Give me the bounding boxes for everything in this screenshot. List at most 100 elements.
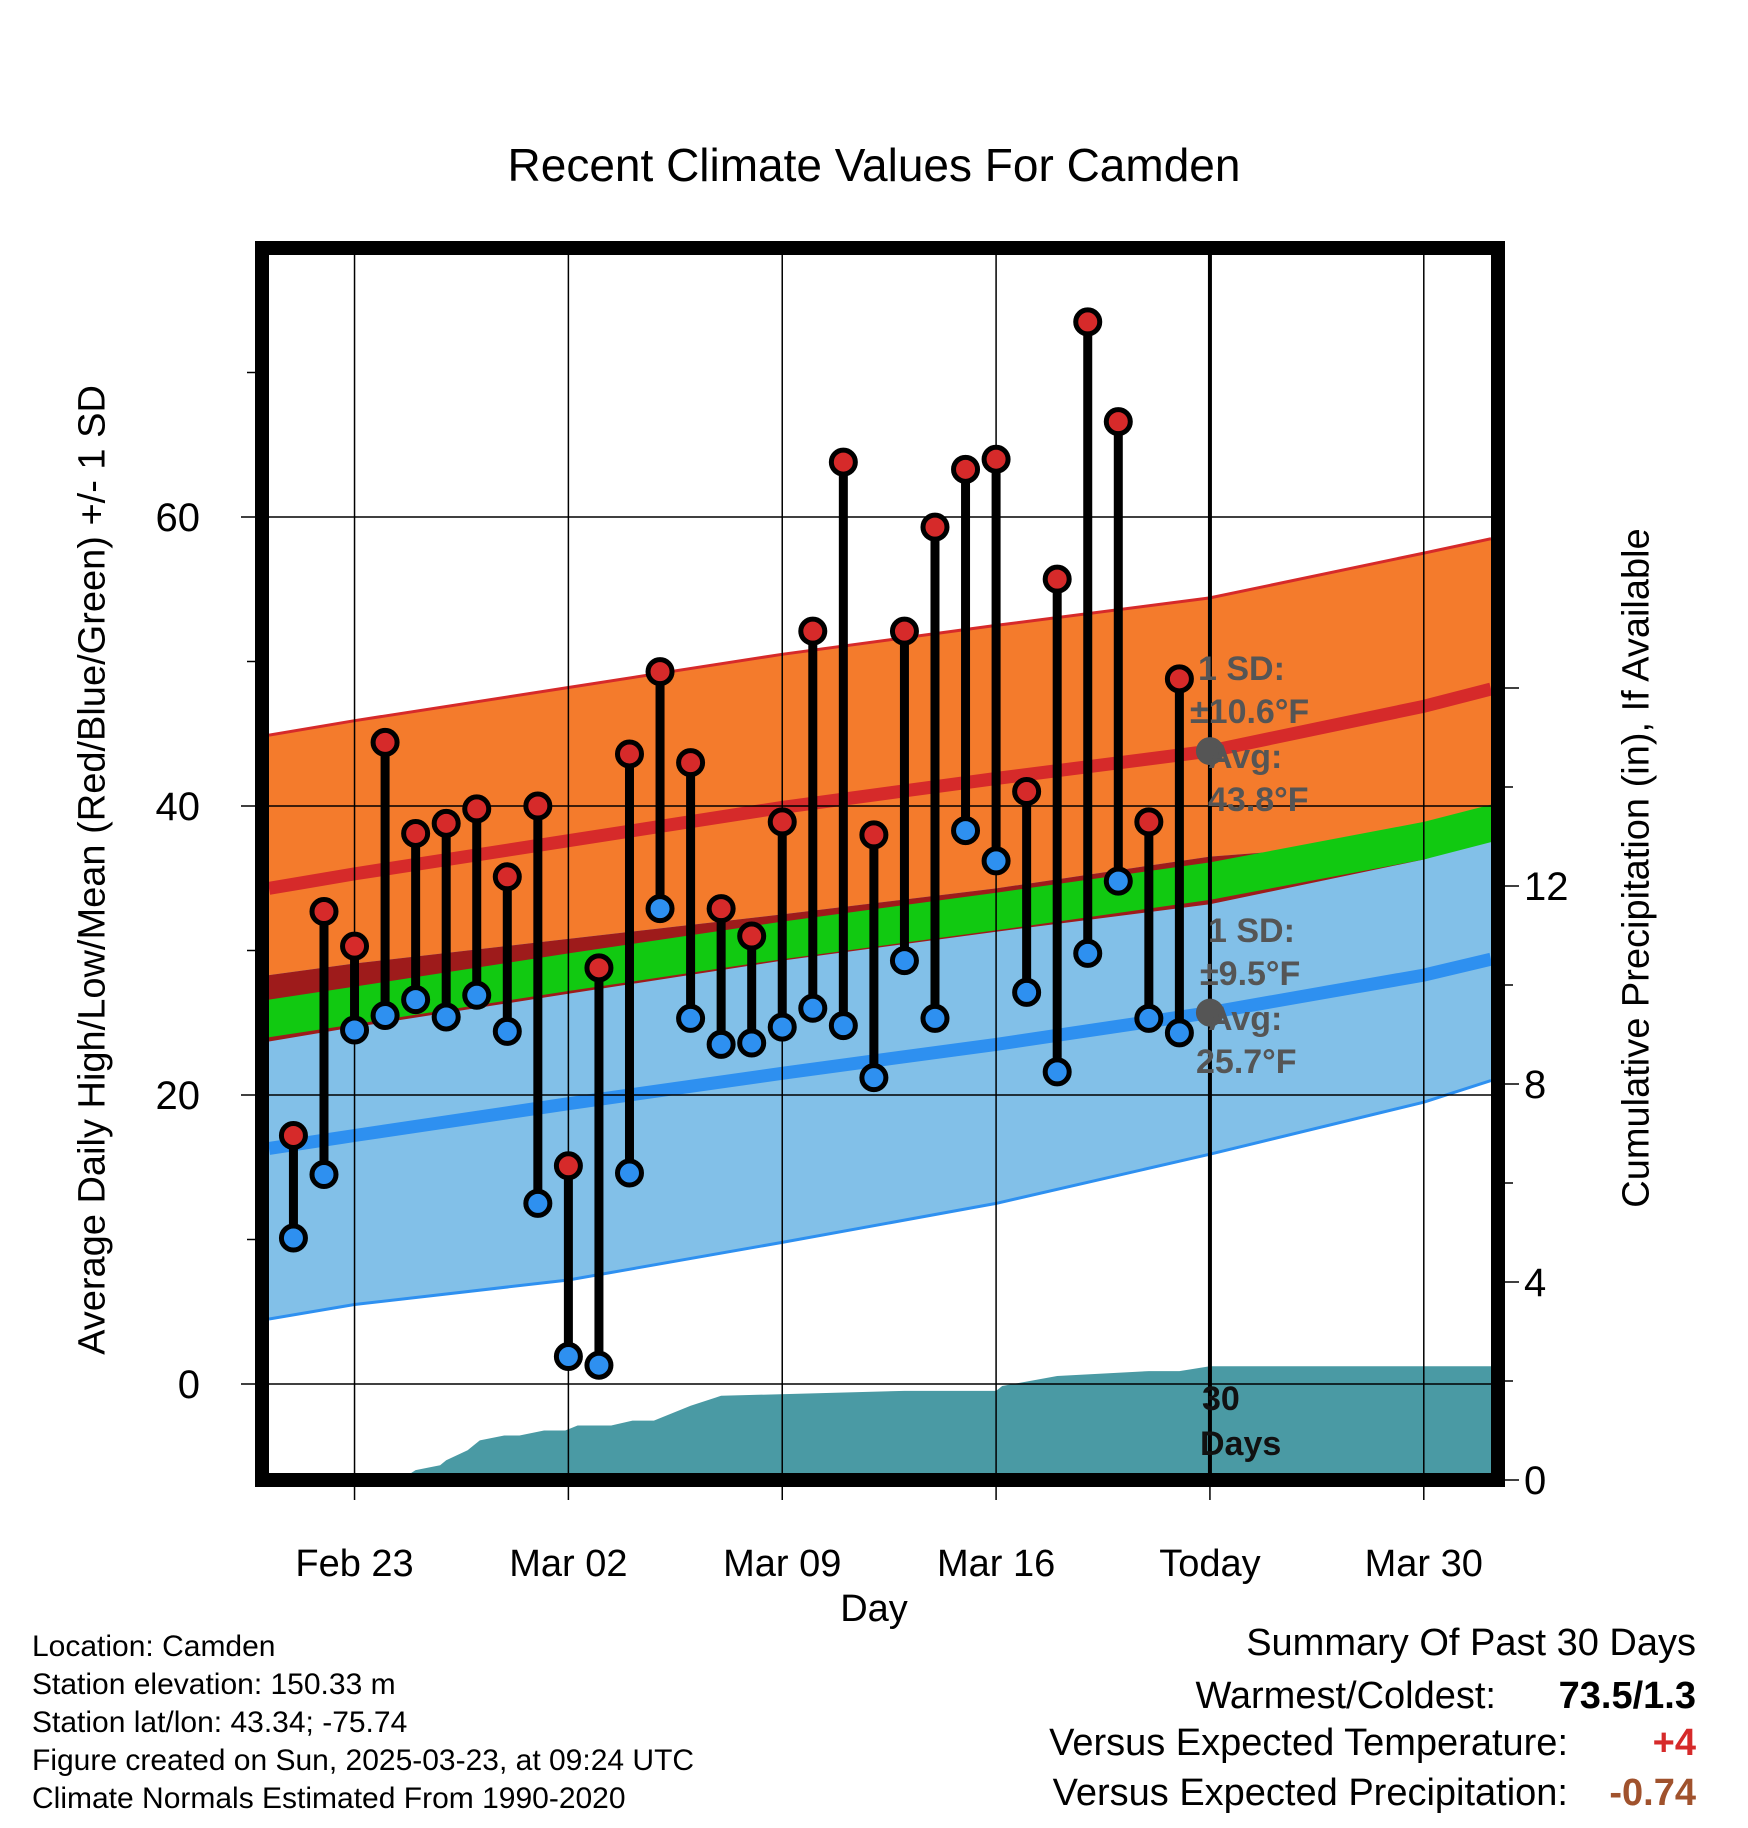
y-tick-label-left: 60 <box>156 496 201 540</box>
daily-low-point <box>1103 866 1133 896</box>
x-tick-label: Today <box>1159 1543 1260 1585</box>
x-tick-label: Feb 23 <box>295 1543 413 1585</box>
x-tick-label: Mar 02 <box>509 1543 627 1585</box>
plot-border <box>255 241 1505 1487</box>
daily-high-point <box>492 862 522 892</box>
daily-high-point <box>370 727 400 757</box>
y-axis-label-left: Average Daily High/Low/Mean (Red/Blue/Gr… <box>71 385 114 1355</box>
daily-bars <box>288 321 1184 1366</box>
x-tick-label: Mar 30 <box>1365 1543 1483 1585</box>
daily-low-point <box>981 846 1011 876</box>
daily-low-point <box>767 1012 797 1042</box>
daily-low-point <box>1042 1057 1072 1087</box>
summary-precip-value: -0.74 <box>1609 1772 1696 1814</box>
high-average-line <box>269 682 1491 895</box>
x-tick-label: Mar 09 <box>723 1543 841 1585</box>
daily-high-point <box>645 657 675 687</box>
meta-normals: Climate Normals Estimated From 1990-2020 <box>32 1782 626 1815</box>
daily-low-point <box>737 1028 767 1058</box>
daily-low-point <box>584 1350 614 1380</box>
daily-high-point <box>1073 307 1103 337</box>
daily-low-point <box>523 1188 553 1218</box>
low-avg-label: Avg: <box>1208 1000 1283 1038</box>
today-high-average-marker <box>1195 737 1224 766</box>
chart-title: Recent Climate Values For Camden <box>507 139 1241 191</box>
daily-high-point <box>278 1120 308 1150</box>
daily-low-point <box>951 816 981 846</box>
daily-high-point <box>1042 564 1072 594</box>
summary-warm-cold-value: 73.5/1.3 <box>1558 1675 1696 1717</box>
daily-low-point <box>309 1159 339 1189</box>
meta-location: Location: Camden <box>32 1630 276 1663</box>
daily-low-point <box>278 1223 308 1253</box>
daily-low-point <box>370 1001 400 1031</box>
daily-high-point <box>462 794 492 824</box>
daily-high-point <box>431 808 461 838</box>
daily-low-point <box>920 1003 950 1033</box>
y-axis-label-right: Cumulative Precipitation (in), If Availa… <box>1615 528 1658 1208</box>
daily-points <box>278 307 1224 1380</box>
low-lower-line <box>269 1079 1491 1321</box>
daily-low-point <box>798 993 828 1023</box>
daily-high-point <box>1012 777 1042 807</box>
summary-temp-value: +4 <box>1652 1722 1696 1764</box>
precip-fill <box>411 1366 1491 1473</box>
daily-high-point <box>401 818 431 848</box>
period-label-number: 30 <box>1202 1380 1240 1418</box>
y-tick-label-right: 4 <box>1524 1261 1546 1305</box>
low-average-line <box>269 952 1491 1155</box>
daily-high-point <box>767 807 797 837</box>
daily-low-point <box>706 1029 736 1059</box>
daily-high-point <box>981 444 1011 474</box>
x-tick-label: Mar 16 <box>937 1543 1055 1585</box>
daily-low-point <box>859 1063 889 1093</box>
plot-frame <box>255 241 1505 1487</box>
daily-low-point <box>401 985 431 1015</box>
daily-high-point <box>859 820 889 850</box>
high-sd-value: ±10.6°F <box>1190 693 1310 731</box>
daily-high-point <box>951 454 981 484</box>
daily-high-point <box>706 894 736 924</box>
daily-high-point <box>798 616 828 646</box>
y-tick-label-left: 0 <box>178 1363 200 1407</box>
summary-warm-cold-label: Warmest/Coldest: <box>1195 1675 1496 1717</box>
x-axis-label: Day <box>840 1588 908 1630</box>
daily-high-point <box>737 921 767 951</box>
daily-low-point <box>889 946 919 976</box>
daily-high-point <box>1103 407 1133 437</box>
daily-low-point <box>492 1016 522 1046</box>
daily-high-point <box>309 896 339 926</box>
today-low-average-marker <box>1195 998 1224 1027</box>
daily-low-point <box>1073 938 1103 968</box>
low-sd-value: ±9.5°F <box>1200 955 1301 993</box>
high-avg-label: Avg: <box>1208 738 1283 776</box>
daily-low-point <box>431 1002 461 1032</box>
y-tick-label-right: 12 <box>1524 865 1569 909</box>
high-sd-label: 1 SD: <box>1198 650 1285 688</box>
high-avg-value: 43.8°F <box>1208 781 1309 819</box>
axis-ticks <box>241 371 1519 1500</box>
mean-band <box>269 804 1491 1038</box>
daily-high-point <box>1164 664 1194 694</box>
low-avg-value: 25.7°F <box>1196 1043 1297 1081</box>
daily-low-point <box>1134 1003 1164 1033</box>
precipitation-area <box>411 1366 1491 1473</box>
y-tick-label-left: 40 <box>156 785 201 829</box>
meta-created: Figure created on Sun, 2025-03-23, at 09… <box>32 1744 695 1777</box>
daily-low-point <box>553 1342 583 1372</box>
normal-bands <box>269 537 1491 1321</box>
summary-temp-label: Versus Expected Temperature: <box>1049 1722 1568 1764</box>
daily-high-point <box>920 512 950 542</box>
summary-precip-label: Versus Expected Precipitation: <box>1052 1772 1568 1814</box>
daily-low-point <box>676 1003 706 1033</box>
daily-high-point <box>828 447 858 477</box>
daily-low-point <box>1012 977 1042 1007</box>
y-tick-label-right: 0 <box>1524 1459 1546 1503</box>
daily-low-point <box>828 1011 858 1041</box>
y-tick-label-right: 8 <box>1524 1063 1546 1107</box>
daily-low-point <box>614 1158 644 1188</box>
low-sd-label: 1 SD: <box>1208 912 1295 950</box>
daily-high-point <box>1134 807 1164 837</box>
meta-elevation: Station elevation: 150.33 m <box>32 1668 396 1701</box>
